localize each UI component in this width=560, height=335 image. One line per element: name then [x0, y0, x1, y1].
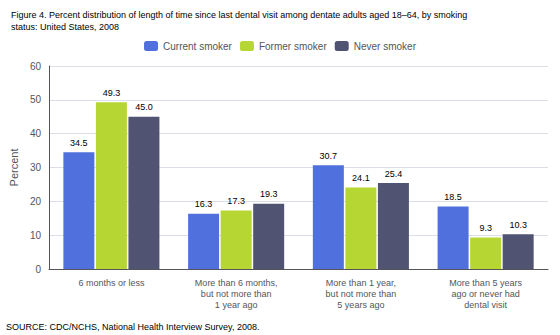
svg-text:SOURCE: CDC/NCHS, National Hea: SOURCE: CDC/NCHS, National Health Interv… — [6, 322, 259, 332]
svg-text:50: 50 — [30, 94, 42, 105]
svg-text:Former smoker: Former smoker — [259, 41, 327, 52]
svg-text:More than 1 year,: More than 1 year, — [326, 278, 396, 288]
svg-text:18.5: 18.5 — [444, 192, 462, 202]
svg-text:30.7: 30.7 — [320, 151, 338, 161]
svg-text:More than 6 months,: More than 6 months, — [195, 278, 278, 288]
svg-text:45.0: 45.0 — [135, 102, 153, 112]
svg-text:49.3: 49.3 — [103, 88, 121, 98]
svg-text:10: 10 — [30, 230, 42, 241]
svg-text:0: 0 — [35, 264, 41, 275]
svg-text:17.3: 17.3 — [227, 196, 245, 206]
svg-text:1 year ago: 1 year ago — [215, 300, 258, 310]
svg-text:6 months or less: 6 months or less — [78, 278, 145, 288]
svg-text:24.1: 24.1 — [352, 173, 370, 183]
svg-text:34.5: 34.5 — [70, 138, 88, 148]
svg-text:9.3: 9.3 — [479, 223, 492, 233]
svg-text:5 years ago: 5 years ago — [337, 300, 384, 310]
svg-text:Percent: Percent — [8, 149, 20, 187]
svg-text:but not more than: but not more than — [201, 289, 272, 299]
svg-text:More than 5 years: More than 5 years — [449, 278, 522, 288]
svg-text:Current smoker: Current smoker — [163, 41, 233, 52]
svg-text:status: United States, 2008: status: United States, 2008 — [11, 22, 119, 32]
svg-text:10.3: 10.3 — [509, 220, 527, 230]
svg-text:40: 40 — [30, 128, 42, 139]
svg-text:Figure 4. Percent distribution: Figure 4. Percent distribution of length… — [11, 10, 467, 20]
svg-text:Never smoker: Never smoker — [354, 41, 417, 52]
svg-text:25.4: 25.4 — [385, 169, 403, 179]
svg-text:but not more than: but not more than — [326, 289, 397, 299]
svg-text:dental visit: dental visit — [464, 300, 507, 310]
svg-text:60: 60 — [30, 61, 42, 72]
svg-text:30: 30 — [30, 162, 42, 173]
svg-text:16.3: 16.3 — [195, 199, 213, 209]
svg-text:20: 20 — [30, 196, 42, 207]
svg-text:ago or never had: ago or never had — [452, 289, 520, 299]
svg-text:19.3: 19.3 — [260, 189, 278, 199]
